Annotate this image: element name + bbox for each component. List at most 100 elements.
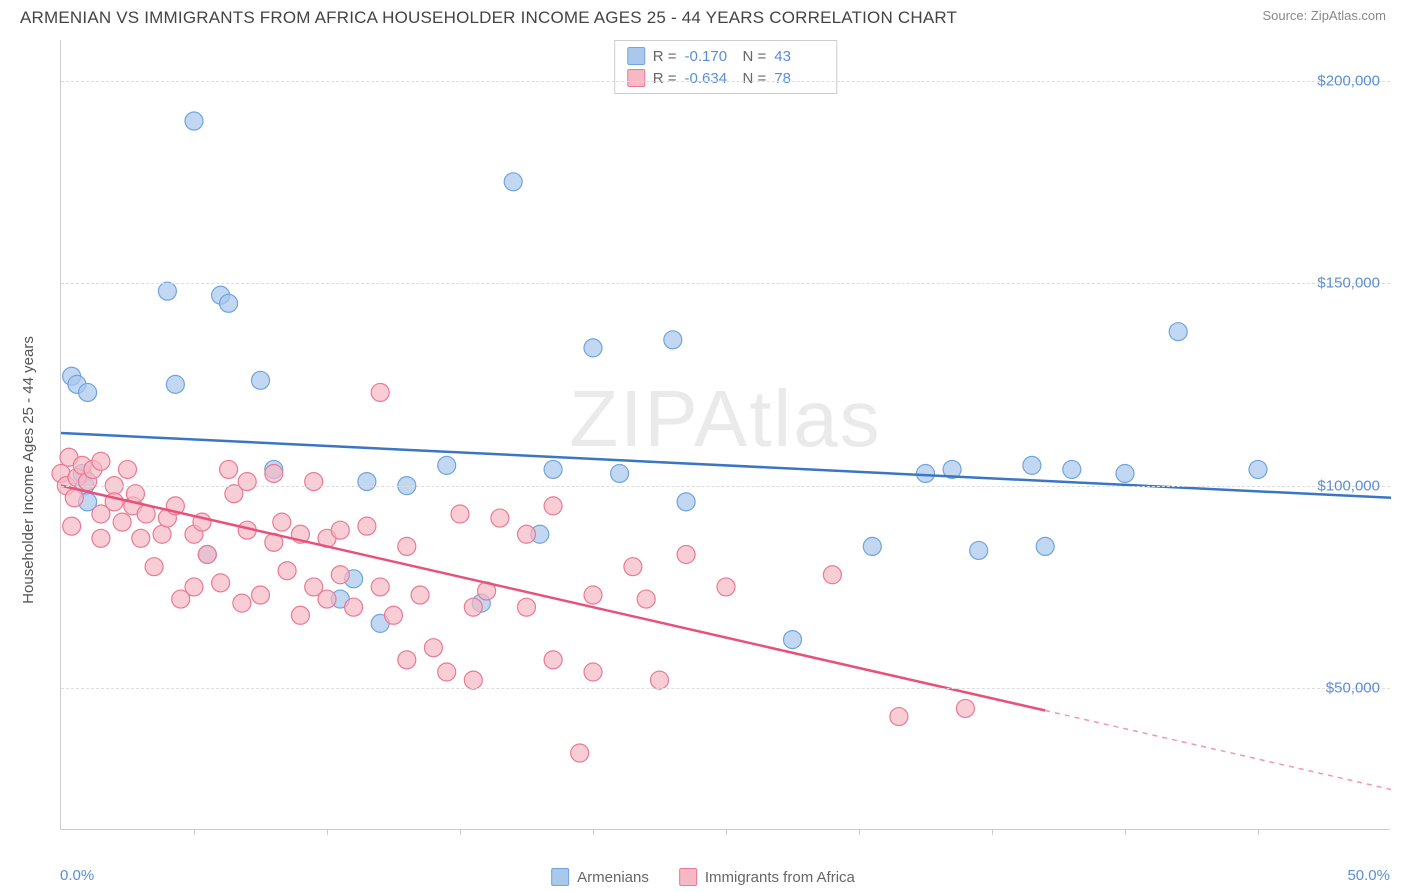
- scatter-point: [637, 590, 655, 608]
- scatter-point: [153, 525, 171, 543]
- scatter-point: [63, 517, 81, 535]
- legend-swatch: [627, 47, 645, 65]
- scatter-point: [233, 594, 251, 612]
- scatter-point: [571, 744, 589, 762]
- scatter-point: [1249, 460, 1267, 478]
- scatter-point: [398, 651, 416, 669]
- scatter-point: [438, 456, 456, 474]
- scatter-point: [65, 489, 83, 507]
- chart-title: ARMENIAN VS IMMIGRANTS FROM AFRICA HOUSE…: [20, 8, 957, 28]
- legend-series-item: Immigrants from Africa: [679, 868, 855, 886]
- scatter-point: [273, 513, 291, 531]
- scatter-point: [113, 513, 131, 531]
- y-tick-label: $100,000: [1317, 477, 1380, 494]
- scatter-point: [1063, 460, 1081, 478]
- scatter-point: [584, 586, 602, 604]
- scatter-point: [198, 546, 216, 564]
- source-attribution: Source: ZipAtlas.com: [1262, 8, 1386, 23]
- legend-n-label: N =: [743, 70, 767, 87]
- scatter-point: [451, 505, 469, 523]
- legend-correlation-row: R =-0.170N =43: [627, 45, 825, 67]
- scatter-point: [1116, 464, 1134, 482]
- scatter-point: [145, 558, 163, 576]
- scatter-svg: [61, 40, 1390, 829]
- scatter-point: [717, 578, 735, 596]
- legend-n-label: N =: [743, 48, 767, 65]
- source-label: Source:: [1262, 8, 1310, 23]
- legend-swatch: [679, 868, 697, 886]
- scatter-point: [917, 464, 935, 482]
- trend-line-extrapolated: [1045, 710, 1391, 789]
- scatter-point: [398, 537, 416, 555]
- scatter-point: [278, 562, 296, 580]
- scatter-point: [79, 383, 97, 401]
- scatter-point: [544, 460, 562, 478]
- scatter-point: [584, 339, 602, 357]
- x-tick: [593, 829, 594, 835]
- scatter-point: [92, 529, 110, 547]
- scatter-point: [1036, 537, 1054, 555]
- scatter-point: [664, 331, 682, 349]
- scatter-point: [331, 566, 349, 584]
- legend-series-label: Immigrants from Africa: [705, 869, 855, 886]
- legend-correlation-row: R =-0.634N =78: [627, 67, 825, 89]
- trend-line: [61, 486, 1045, 711]
- scatter-point: [544, 497, 562, 515]
- y-tick-label: $200,000: [1317, 72, 1380, 89]
- scatter-point: [158, 282, 176, 300]
- scatter-point: [677, 546, 695, 564]
- scatter-point: [411, 586, 429, 604]
- x-tick: [194, 829, 195, 835]
- scatter-point: [1023, 456, 1041, 474]
- scatter-point: [863, 537, 881, 555]
- x-tick: [1125, 829, 1126, 835]
- scatter-point: [220, 294, 238, 312]
- series-legend: Armenians Immigrants from Africa: [551, 868, 855, 886]
- legend-r-value: -0.634: [685, 70, 735, 87]
- x-tick: [992, 829, 993, 835]
- scatter-point: [220, 460, 238, 478]
- scatter-point: [345, 598, 363, 616]
- scatter-point: [504, 173, 522, 191]
- scatter-point: [371, 383, 389, 401]
- y-tick-label: $150,000: [1317, 275, 1380, 292]
- x-tick: [859, 829, 860, 835]
- scatter-point: [544, 651, 562, 669]
- scatter-point: [651, 671, 669, 689]
- scatter-point: [252, 586, 270, 604]
- scatter-point: [371, 578, 389, 596]
- scatter-point: [166, 375, 184, 393]
- scatter-point: [291, 606, 309, 624]
- scatter-point: [584, 663, 602, 681]
- x-tick: [726, 829, 727, 835]
- legend-r-value: -0.170: [685, 48, 735, 65]
- correlation-legend: R =-0.170N =43R =-0.634N =78: [614, 40, 838, 94]
- scatter-point: [784, 631, 802, 649]
- scatter-point: [677, 493, 695, 511]
- scatter-point: [132, 529, 150, 547]
- scatter-point: [185, 112, 203, 130]
- scatter-point: [331, 521, 349, 539]
- scatter-point: [265, 464, 283, 482]
- legend-n-value: 78: [774, 70, 824, 87]
- scatter-point: [970, 541, 988, 559]
- scatter-point: [823, 566, 841, 584]
- grid-line: [61, 283, 1390, 284]
- source-name: ZipAtlas.com: [1311, 8, 1386, 23]
- scatter-point: [305, 473, 323, 491]
- legend-series-item: Armenians: [551, 868, 649, 886]
- scatter-point: [92, 452, 110, 470]
- scatter-point: [185, 578, 203, 596]
- y-axis-title: Householder Income Ages 25 - 44 years: [20, 336, 37, 604]
- legend-series-label: Armenians: [577, 869, 649, 886]
- grid-line: [61, 81, 1390, 82]
- x-tick: [1258, 829, 1259, 835]
- scatter-point: [358, 517, 376, 535]
- scatter-point: [318, 590, 336, 608]
- scatter-point: [1169, 323, 1187, 341]
- scatter-point: [119, 460, 137, 478]
- scatter-point: [624, 558, 642, 576]
- scatter-point: [358, 473, 376, 491]
- scatter-point: [464, 598, 482, 616]
- legend-swatch: [551, 868, 569, 886]
